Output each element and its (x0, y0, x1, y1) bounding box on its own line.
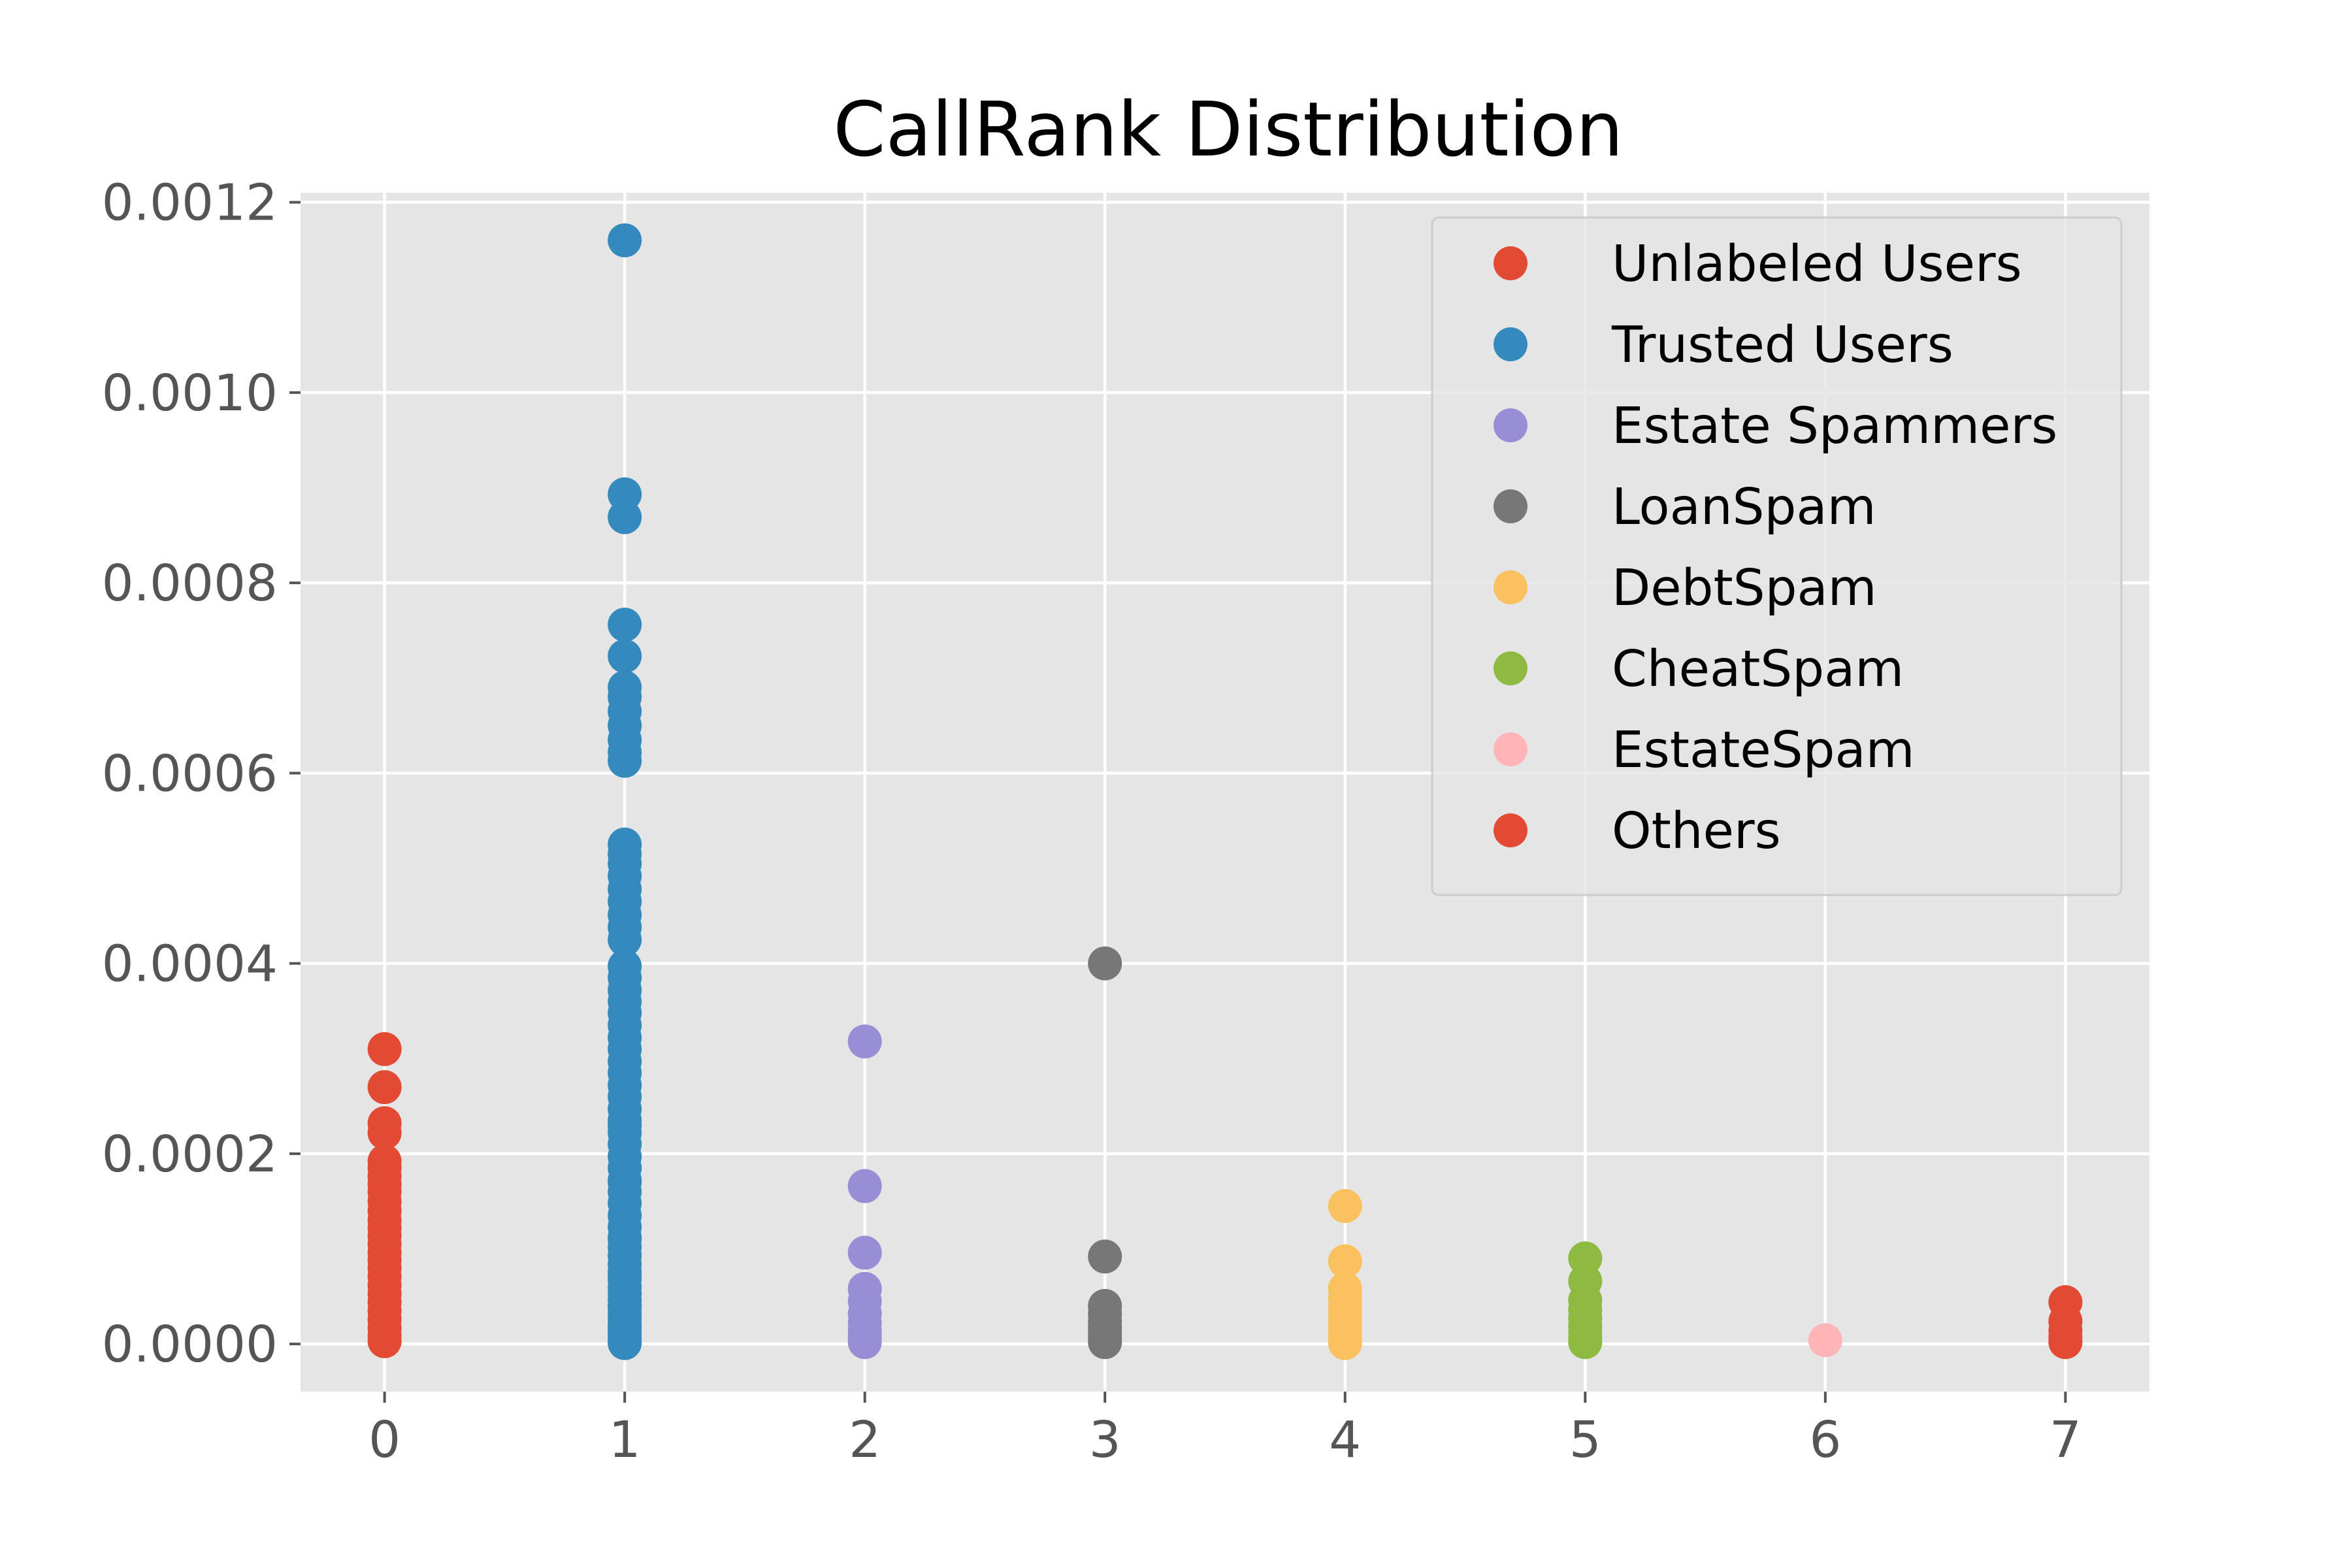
y-tick-label: 0.0006 (102, 745, 278, 803)
y-tick-label: 0.0008 (102, 555, 278, 613)
data-point (608, 608, 642, 642)
y-tick-label: 0.0000 (102, 1316, 278, 1374)
data-point (1088, 1239, 1122, 1274)
legend: Unlabeled Users Trusted Users Estate Spamm… (1431, 216, 2123, 896)
legend-marker (1494, 813, 1527, 847)
series-3 (1088, 946, 1122, 1360)
series-4 (1328, 1189, 1362, 1360)
x-tick-label: 3 (1089, 1411, 1121, 1469)
y-tick-label: 0.0002 (102, 1126, 278, 1184)
legend-marker (1494, 651, 1527, 685)
y-tick-label: 0.0010 (102, 365, 278, 423)
legend-label: CheatSpam (1612, 640, 1904, 698)
x-tick-label: 0 (368, 1411, 400, 1469)
y-tick-label: 0.0012 (102, 174, 278, 233)
data-point (847, 1235, 882, 1270)
chart-title: CallRank Distribution (833, 86, 1623, 174)
data-point (847, 1024, 882, 1059)
data-point (608, 1309, 642, 1344)
x-tick-label: 7 (2050, 1411, 2082, 1469)
data-point (1088, 946, 1122, 981)
y-tick-label: 0.0004 (102, 936, 278, 994)
data-point (847, 1325, 882, 1360)
series-5 (1568, 1241, 1603, 1360)
data-point (367, 1115, 402, 1150)
legend-label: LoanSpam (1612, 478, 1876, 536)
data-point (608, 923, 642, 957)
legend-label: Others (1612, 802, 1781, 860)
legend-marker (1494, 408, 1527, 442)
data-point (1568, 1325, 1603, 1360)
x-tick-label: 6 (1809, 1411, 1841, 1469)
series-7 (2048, 1285, 2083, 1360)
legend-label: EstateSpam (1612, 721, 1915, 779)
data-point (367, 1324, 402, 1358)
data-point (608, 1108, 642, 1143)
data-point (1808, 1323, 1842, 1358)
series-1 (608, 223, 642, 1360)
x-tick-label: 5 (1569, 1411, 1601, 1469)
data-point (608, 223, 642, 257)
data-point (608, 1165, 642, 1200)
axis-ticks: 0 1 2 3 4 5 6 7 0.0000 0.0002 0.0004 0.0006 0.0008 0.… (102, 174, 2082, 1469)
legend-marker (1494, 570, 1527, 604)
legend-box (1431, 216, 2123, 896)
legend-label: Estate Spammers (1612, 397, 2057, 455)
data-point (608, 1260, 642, 1295)
data-point (608, 639, 642, 674)
legend-label: DebtSpam (1612, 559, 1877, 617)
x-tick-label: 2 (849, 1411, 881, 1469)
legend-label: Unlabeled Users (1612, 235, 2022, 293)
data-point (1088, 1325, 1122, 1360)
data-point (367, 1032, 402, 1066)
legend-label: Trusted Users (1611, 316, 1953, 374)
data-point (847, 1169, 882, 1203)
x-tick-label: 4 (1329, 1411, 1361, 1469)
x-tick-label: 1 (609, 1411, 641, 1469)
data-points (367, 223, 2083, 1360)
data-point (1328, 1244, 1362, 1279)
legend-marker (1494, 327, 1527, 361)
data-point (608, 743, 642, 778)
series-2 (847, 1024, 882, 1360)
data-point (608, 1222, 642, 1256)
data-point (2048, 1325, 2083, 1360)
legend-marker (1494, 489, 1527, 523)
data-point (1328, 1189, 1362, 1224)
data-point (608, 500, 642, 534)
data-point (1328, 1326, 1362, 1360)
legend-marker (1494, 732, 1527, 766)
series-6 (1808, 1323, 1842, 1358)
data-point (367, 1070, 402, 1104)
series-0 (367, 1032, 402, 1358)
legend-marker (1494, 246, 1527, 280)
